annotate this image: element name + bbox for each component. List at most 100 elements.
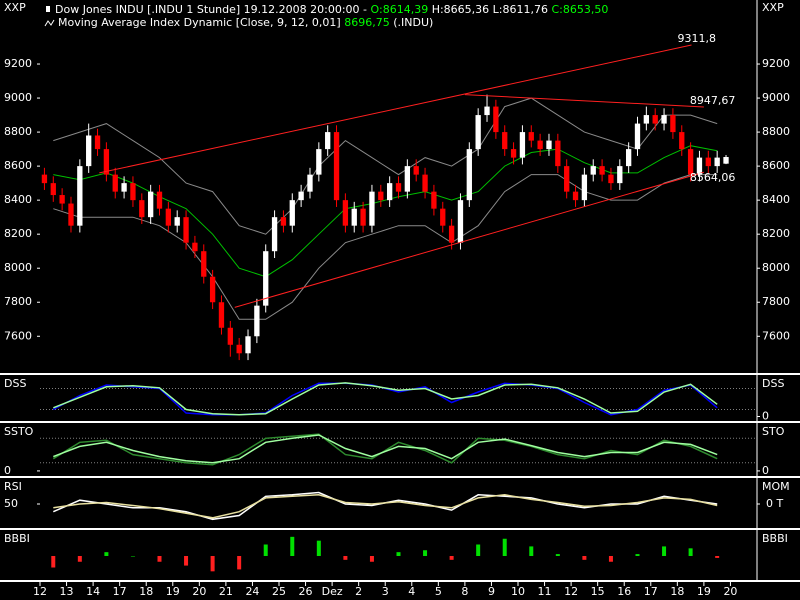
y-tick-label: 7800 — [4, 295, 32, 308]
candle-body — [528, 132, 534, 141]
y-tick-label: 0 — [4, 464, 11, 477]
candle-body — [705, 157, 711, 167]
candle-body — [510, 149, 517, 158]
candle-body — [209, 276, 216, 303]
x-tick-label: 18 — [670, 585, 684, 598]
candle-body — [139, 200, 145, 218]
y-tick-label: 9000 — [4, 91, 32, 104]
x-tick-label: 16 — [617, 585, 631, 598]
candle-body — [581, 174, 588, 201]
candle-body — [395, 183, 402, 192]
trendline-label: 8564,06 — [690, 171, 736, 184]
candle-body — [77, 166, 83, 226]
indicator-line — [53, 491, 718, 521]
y-tick-label: 8200 — [4, 227, 32, 240]
legend-low: L:8611,76 — [493, 3, 548, 16]
panel-label: MOM — [762, 480, 790, 493]
x-tick-label: 10 — [511, 585, 525, 598]
candle-body — [165, 208, 172, 226]
candle-body — [572, 191, 579, 201]
axis-label: XXP — [4, 1, 26, 14]
candle-body — [422, 174, 428, 192]
bar — [316, 540, 321, 556]
candle-body — [156, 191, 163, 209]
x-tick-label: 12 — [564, 585, 578, 598]
candle-body — [236, 344, 242, 354]
bar — [582, 556, 587, 560]
bar — [449, 556, 454, 560]
y-tick-label: 8800 — [762, 125, 790, 138]
x-tick-label: 8 — [461, 585, 468, 598]
candle-body — [103, 149, 110, 175]
candle-body — [661, 115, 667, 124]
candle-body — [112, 174, 118, 192]
legend-text: Dow Jones INDU [.INDU 1 Stunde] 19.12.20… — [55, 3, 371, 16]
candle-body — [404, 166, 411, 192]
y-tick-label: 9200 — [762, 57, 790, 70]
candle-body — [652, 115, 658, 124]
candle-body — [271, 217, 278, 252]
bar — [157, 556, 162, 562]
candle-body — [546, 140, 552, 150]
x-tick-label: 18 — [139, 585, 153, 598]
bar — [529, 546, 534, 556]
trendline — [234, 171, 705, 308]
candle-body — [50, 183, 56, 196]
candle-body — [333, 132, 340, 201]
candle-body — [360, 208, 366, 226]
bar — [715, 556, 720, 558]
candle-body — [519, 132, 526, 158]
candle-body — [263, 251, 269, 306]
bar — [423, 550, 428, 556]
candle-body — [413, 166, 419, 175]
y-tick-label: 7800 — [762, 295, 790, 308]
candle-body — [254, 305, 260, 337]
x-tick-label: 24 — [245, 585, 259, 598]
x-tick-label: 26 — [299, 585, 313, 598]
bar — [688, 548, 693, 556]
y-tick-label: 8800 — [4, 125, 32, 138]
y-tick-label: 9200 — [4, 57, 32, 70]
candle-body — [599, 166, 605, 175]
y-tick-label: 0 — [762, 464, 769, 477]
candle-body — [564, 166, 570, 192]
candle-body — [625, 149, 632, 167]
x-tick-label: 13 — [60, 585, 74, 598]
x-tick-label: Dez — [322, 585, 343, 598]
indicator-line — [53, 434, 718, 464]
y-tick-label: 8400 — [762, 193, 790, 206]
axis-label: XXP — [762, 1, 784, 14]
candle-body — [466, 149, 472, 201]
x-tick-label: 3 — [382, 585, 389, 598]
candle-body — [130, 183, 136, 201]
candle-body — [298, 191, 304, 201]
candle-body — [643, 115, 650, 124]
panel-label: DSS — [4, 377, 26, 390]
y-tick-label: 8000 — [762, 261, 790, 274]
x-tick-label: 20 — [723, 585, 737, 598]
y-tick-label: 8200 — [762, 227, 790, 240]
candle-body — [342, 200, 349, 226]
legend-ma-suffix: (.INDU) — [390, 16, 434, 29]
bar — [662, 546, 667, 556]
indicator-line — [53, 382, 718, 416]
indicator-line — [53, 494, 718, 519]
indicator-line — [53, 97, 718, 235]
trendline — [464, 94, 704, 108]
candle-body — [475, 115, 481, 150]
panel-label: BBBI — [762, 532, 788, 545]
candle-body — [201, 251, 207, 277]
bar — [502, 538, 507, 556]
candle-body — [386, 183, 393, 201]
x-tick-label: 4 — [408, 585, 415, 598]
bar — [51, 556, 56, 568]
bar — [369, 556, 374, 562]
candle-body — [696, 157, 703, 175]
x-tick-label: 9 — [488, 585, 495, 598]
bar — [77, 556, 82, 562]
x-tick-label: 19 — [166, 585, 180, 598]
legend: Moving Average Index Dynamic [Close, 9, … — [58, 16, 433, 29]
candle-body — [378, 191, 384, 201]
